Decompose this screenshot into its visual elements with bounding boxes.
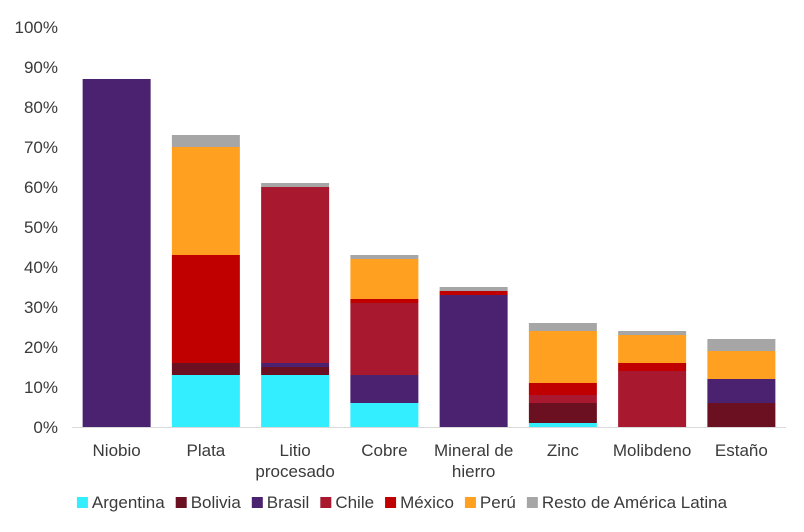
x-axis: Niobio Plata Litio procesado Cobre Mineral de… xyxy=(72,427,786,481)
legend-label: Argentina xyxy=(92,493,165,512)
bar-segment xyxy=(171,135,240,147)
legend-item: Perú xyxy=(464,493,516,512)
legend-swatch xyxy=(385,497,397,508)
bar-segment xyxy=(618,363,687,371)
bar-segment xyxy=(171,375,240,427)
bar-segment xyxy=(261,187,330,363)
x-category-label: Cobre xyxy=(361,441,407,460)
bar-segment xyxy=(261,375,330,427)
legend-swatch xyxy=(175,497,187,508)
x-category-line: Molibdeno xyxy=(613,441,691,460)
y-tick-label: 70% xyxy=(24,138,58,157)
legend-label: Chile xyxy=(335,493,374,512)
bar-segment xyxy=(261,183,330,187)
y-tick-label: 50% xyxy=(24,218,58,237)
bar-segment xyxy=(618,331,687,335)
bar-segment xyxy=(439,291,508,295)
legend-item: México xyxy=(385,493,454,512)
x-category-line: Cobre xyxy=(361,441,407,460)
x-category-label: Niobio xyxy=(93,441,141,460)
bar-segment xyxy=(618,335,687,363)
x-category-line: hierro xyxy=(452,462,495,481)
legend-swatch xyxy=(251,497,263,508)
legend-item: Brasil xyxy=(251,493,310,512)
bar-segment xyxy=(350,255,419,259)
bar-segment xyxy=(82,79,151,427)
bars xyxy=(82,79,776,427)
bar-segment xyxy=(707,339,776,351)
bar-segment xyxy=(707,351,776,379)
bar-segment xyxy=(261,367,330,375)
y-tick-label: 30% xyxy=(24,298,58,317)
y-tick-label: 100% xyxy=(15,18,58,37)
bar-segment xyxy=(171,147,240,255)
bar-segment xyxy=(528,383,597,395)
bar-segment xyxy=(350,375,419,403)
bar-segment xyxy=(350,259,419,299)
x-category-label: Zinc xyxy=(547,441,580,460)
bar-segment xyxy=(707,403,776,427)
y-axis: 0% 10% 20% 30% 40% 50% 60% 70% 80% 90% 100% xyxy=(15,18,58,437)
legend-label: Perú xyxy=(480,493,516,512)
x-category-line: Zinc xyxy=(547,441,580,460)
y-tick-label: 60% xyxy=(24,178,58,197)
legend-label: Bolivia xyxy=(191,493,242,512)
x-category-label: Litio procesado xyxy=(255,441,334,481)
x-category-line: procesado xyxy=(255,462,334,481)
y-tick-label: 10% xyxy=(24,378,58,397)
y-tick-label: 90% xyxy=(24,58,58,77)
legend-item: Resto de América Latina xyxy=(526,493,728,512)
legend-item: Argentina xyxy=(76,493,165,512)
bar-segment xyxy=(528,395,597,403)
bar-segment xyxy=(350,303,419,375)
y-tick-label: 20% xyxy=(24,338,58,357)
bar-segment xyxy=(707,379,776,403)
legend-item: Bolivia xyxy=(175,493,242,512)
legend-swatch xyxy=(526,497,538,508)
x-category-line: Niobio xyxy=(93,441,141,460)
x-category-line: Estaño xyxy=(715,441,768,460)
bar-segment xyxy=(528,323,597,331)
bar-segment xyxy=(618,371,687,427)
bar-segment xyxy=(350,299,419,303)
y-tick-label: 0% xyxy=(33,418,58,437)
bar-segment xyxy=(171,255,240,363)
y-tick-label: 40% xyxy=(24,258,58,277)
x-category-line: Plata xyxy=(187,441,226,460)
x-category-line: Mineral de xyxy=(434,441,513,460)
x-category-label: Plata xyxy=(187,441,226,460)
bar-segment xyxy=(439,295,508,427)
bar-segment xyxy=(171,363,240,375)
legend-label: Resto de América Latina xyxy=(542,493,728,512)
legend-label: Brasil xyxy=(267,493,310,512)
bar-segment xyxy=(528,331,597,383)
x-category-label: Molibdeno xyxy=(613,441,691,460)
legend-swatch xyxy=(320,497,332,508)
bar-segment xyxy=(528,403,597,423)
bar-segment xyxy=(350,403,419,427)
y-tick-label: 80% xyxy=(24,98,58,117)
legend-item: Chile xyxy=(320,493,374,512)
legend-label: México xyxy=(400,493,454,512)
x-category-label: Estaño xyxy=(715,441,768,460)
legend: Argentina Bolivia Brasil Chile México Perú Res… xyxy=(76,493,728,512)
x-category-label: Mineral de hierro xyxy=(434,441,513,481)
bar-segment xyxy=(261,363,330,367)
bar-segment xyxy=(439,287,508,291)
legend-swatch xyxy=(76,497,88,508)
legend-swatch xyxy=(464,497,476,508)
x-category-line: Litio xyxy=(280,441,311,460)
bar-segment xyxy=(528,423,597,427)
